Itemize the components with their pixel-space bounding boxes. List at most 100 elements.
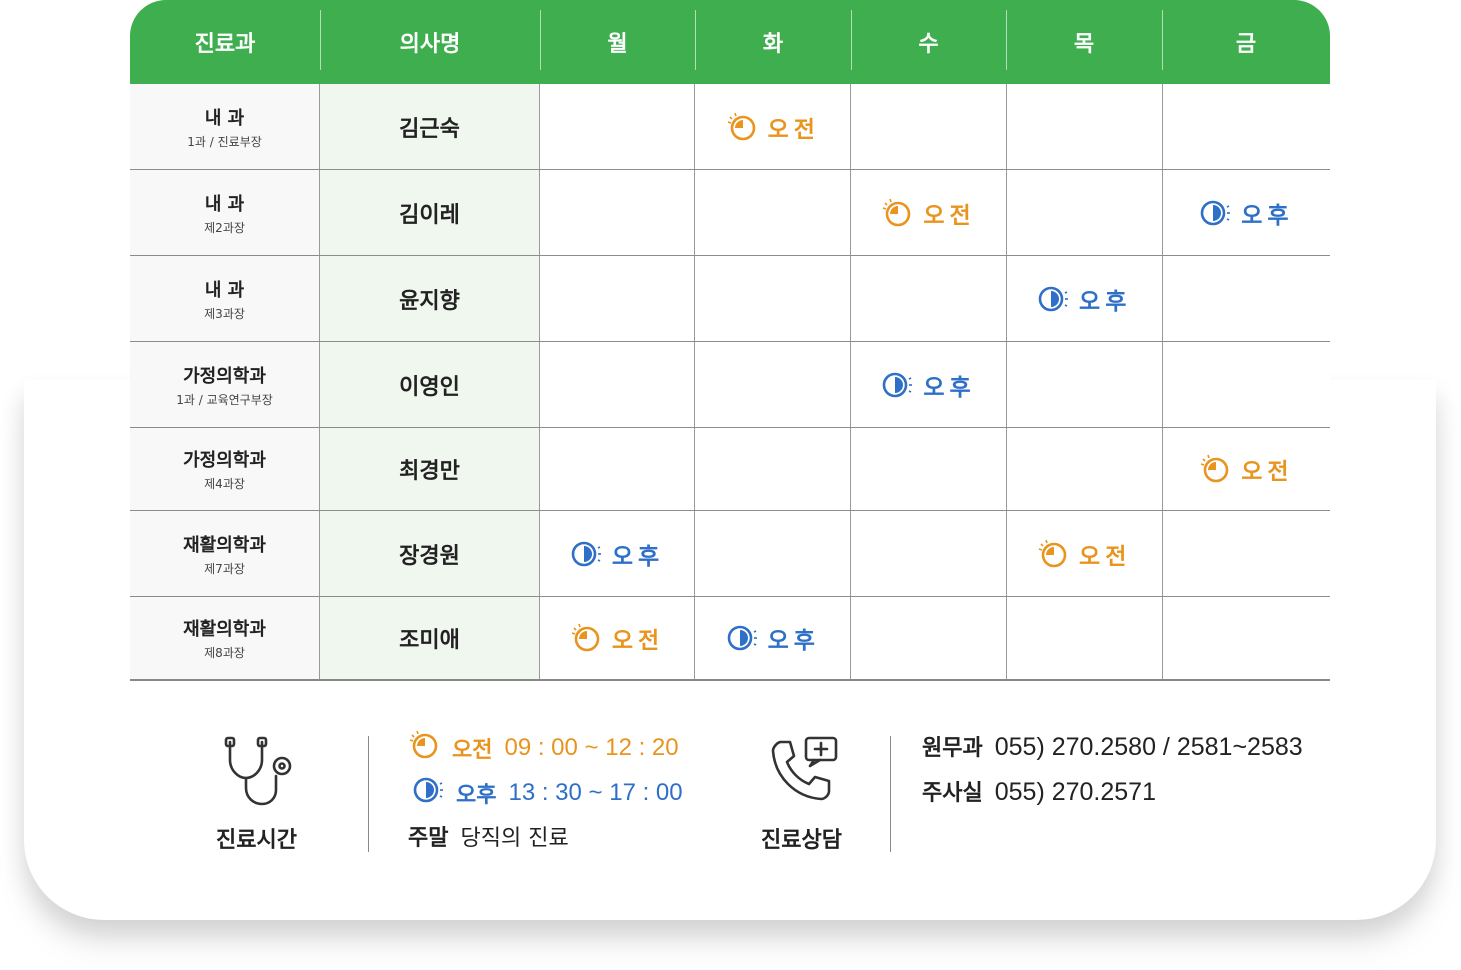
pm-clock-icon	[412, 775, 444, 811]
slot-label: 오전	[1241, 459, 1294, 485]
dept-position: 1과 / 진료부장	[187, 134, 262, 149]
slot-mon	[538, 170, 694, 255]
dept-name: 내 과	[204, 107, 245, 129]
dept-position: 제2과장	[204, 220, 245, 235]
contact-injection: 주사실 055) 270.2571	[922, 775, 1156, 807]
legend: 진료시간 오전 09 : 00 ~ 12 : 20 오후 13 : 30 ~ 1…	[0, 712, 1461, 872]
slot-label: 오후	[1079, 288, 1132, 315]
pm-clock-icon	[881, 370, 913, 400]
pm-time: 13 : 30 ~ 17 : 00	[508, 779, 683, 806]
am-clock-icon	[1199, 454, 1231, 484]
table-row: 재활의학과 제8과장 조미애 오전 오후	[130, 597, 1330, 681]
slot-thu: 오후	[1005, 256, 1162, 341]
dept-position: 제4과장	[204, 477, 245, 491]
dept-cell: 가정의학과 1과 / 교육연구부장	[130, 342, 320, 427]
dept-name: 내 과	[204, 279, 245, 301]
afternoon-slot: 오후	[570, 537, 664, 571]
slot-tue	[694, 342, 850, 427]
divider-2	[890, 736, 891, 852]
slot-thu	[1005, 428, 1162, 510]
slot-thu	[1005, 597, 1162, 679]
phone-icon	[768, 736, 840, 812]
slot-thu	[1005, 170, 1162, 255]
table-row: 내 과 1과 / 진료부장 김근숙 오전	[130, 84, 1330, 170]
slot-thu: 오전	[1005, 511, 1162, 596]
slot-fri: 오전	[1161, 428, 1330, 510]
am-clock-icon	[1037, 539, 1069, 569]
dept-position: 제8과장	[204, 646, 245, 660]
consult-title: 진료상담	[761, 828, 842, 853]
am-time: 09 : 00 ~ 12 : 20	[504, 734, 679, 761]
header-tue: 화	[695, 0, 851, 84]
divider-1	[368, 736, 369, 852]
dept-name: 가정의학과	[183, 450, 266, 471]
slot-wed	[850, 428, 1005, 510]
doctor-name: 장경원	[319, 511, 539, 596]
slot-label: 오후	[1241, 202, 1294, 229]
injection-phone: 055) 270.2571	[994, 778, 1156, 806]
doctor-name: 조미애	[319, 597, 539, 679]
doctor-name: 최경만	[319, 428, 539, 510]
slot-fri	[1161, 597, 1330, 679]
dept-cell: 내 과 1과 / 진료부장	[130, 84, 320, 169]
morning-slot: 오전	[1037, 537, 1131, 571]
am-clock-icon	[726, 112, 758, 142]
am-hours: 오전 09 : 00 ~ 12 : 20	[408, 730, 679, 766]
slot-label: 오전	[611, 628, 665, 654]
slot-label: 오후	[767, 628, 820, 654]
slot-fri	[1161, 511, 1330, 596]
slot-mon	[538, 256, 694, 341]
am-clock-icon	[408, 730, 440, 766]
dept-position: 제3과장	[204, 306, 245, 321]
slot-tue	[694, 511, 850, 596]
header-wed: 수	[851, 0, 1006, 84]
header-thu: 목	[1006, 0, 1162, 84]
doctor-name: 김이레	[319, 170, 539, 255]
table-row: 재활의학과 제7과장 장경원 오후 오전	[130, 511, 1330, 597]
slot-mon	[538, 428, 694, 510]
slot-fri	[1161, 256, 1330, 341]
office-label: 원무과	[922, 736, 983, 761]
pm-clock-icon	[1199, 198, 1231, 228]
injection-label: 주사실	[922, 781, 983, 806]
morning-slot: 오전	[570, 621, 664, 655]
morning-slot: 오전	[881, 196, 975, 230]
weekend-hours: 주말 당직의 진료	[408, 820, 569, 852]
dept-name: 재활의학과	[183, 619, 266, 640]
header-dept: 진료과	[194, 32, 256, 57]
am-clock-icon	[570, 623, 602, 653]
doctor-name: 이영인	[319, 342, 539, 427]
dept-position: 제7과장	[204, 561, 245, 576]
afternoon-slot: 오후	[881, 368, 975, 402]
slot-label: 오전	[767, 116, 820, 143]
morning-slot: 오전	[726, 110, 820, 144]
contact-office: 원무과 055) 270.2580 / 2581~2583	[922, 730, 1303, 762]
slot-wed	[850, 597, 1005, 679]
slot-fri	[1161, 342, 1330, 427]
slot-mon	[538, 84, 694, 169]
slot-wed: 오전	[850, 170, 1005, 255]
stethoscope-icon	[224, 736, 294, 812]
hours-title: 진료시간	[216, 828, 297, 853]
dept-name: 내 과	[204, 193, 245, 215]
pm-clock-icon	[570, 539, 602, 569]
slot-label: 오전	[1079, 543, 1132, 570]
slot-thu	[1005, 84, 1162, 169]
dept-name: 가정의학과	[183, 365, 266, 387]
slot-wed	[850, 511, 1005, 596]
slot-wed	[850, 84, 1005, 169]
slot-wed: 오후	[850, 342, 1005, 427]
table-row: 가정의학과 1과 / 교육연구부장 이영인 오후	[130, 342, 1330, 428]
dept-position: 1과 / 교육연구부장	[176, 392, 273, 407]
pm-label: 오후	[456, 783, 497, 808]
table-row: 내 과 제2과장 김이레 오전 오후	[130, 170, 1330, 256]
slot-fri	[1161, 84, 1330, 169]
slot-mon	[538, 342, 694, 427]
afternoon-slot: 오후	[726, 621, 820, 655]
slot-fri: 오후	[1161, 170, 1330, 255]
table-body: 내 과 1과 / 진료부장 김근숙 오전 내 과 제2과장 김이레 오전 오후 내 과 제3과장 윤지…	[130, 84, 1330, 681]
